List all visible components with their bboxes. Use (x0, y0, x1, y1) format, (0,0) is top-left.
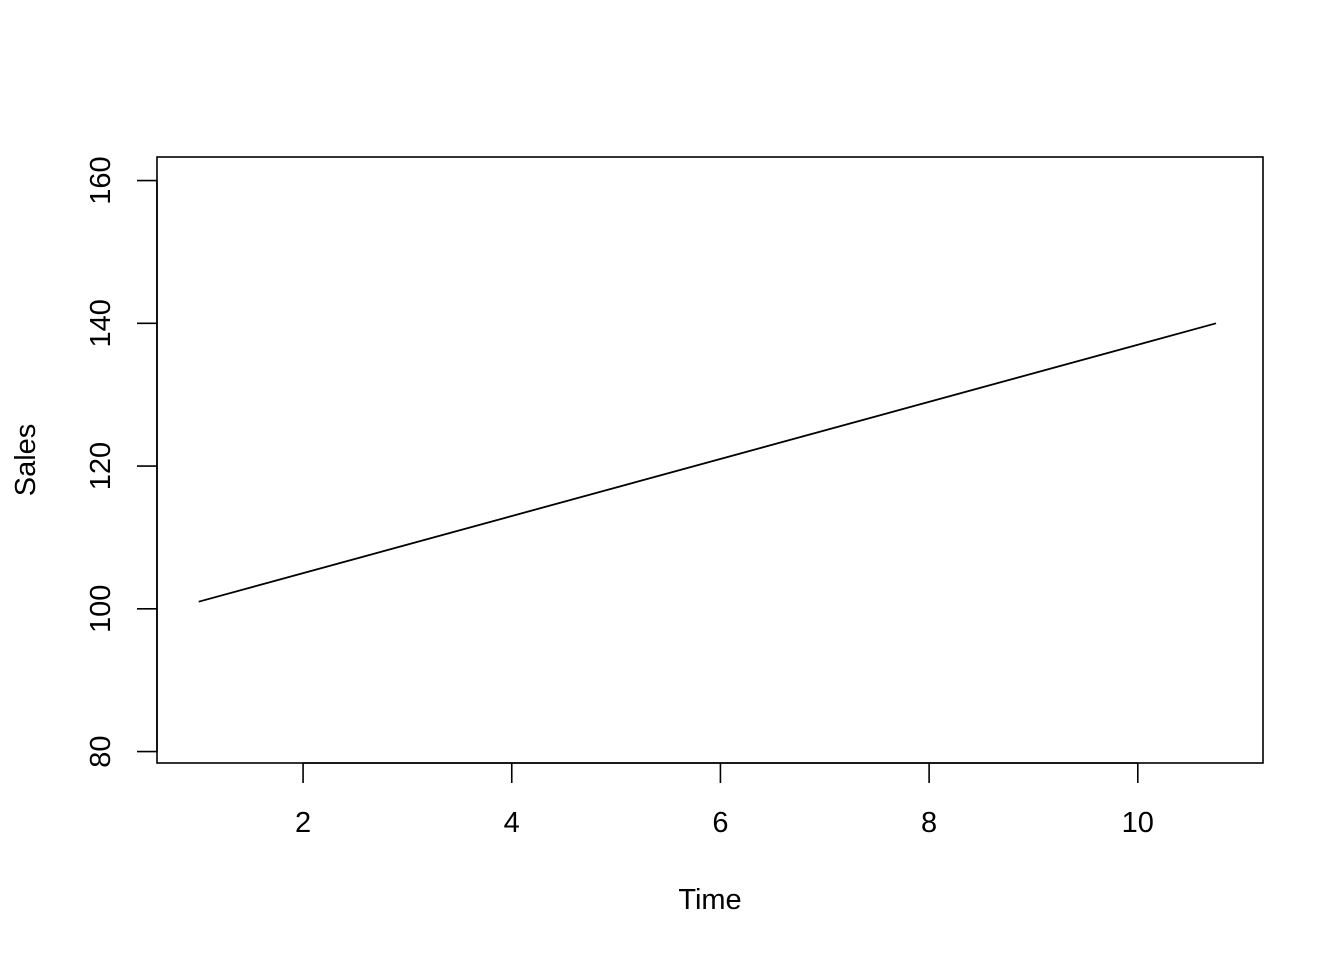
y-tick-label: 80 (85, 735, 117, 767)
plot-frame (156, 156, 1264, 764)
x-axis: 2 4 6 8 10 (295, 762, 1154, 839)
x-tick-label: 8 (921, 807, 937, 839)
y-axis-title: Sales (10, 424, 42, 497)
x-axis-title: Time (678, 884, 741, 916)
y-tick-label: 140 (85, 299, 117, 347)
y-tick-label: 120 (85, 442, 117, 490)
y-tick-label: 100 (85, 585, 117, 633)
x-tick-label: 2 (295, 807, 311, 839)
series-line (198, 322, 1217, 603)
x-tick-label: 4 (504, 807, 520, 839)
x-tick-label: 6 (712, 807, 728, 839)
series-group (198, 322, 1217, 603)
y-tick-label: 160 (85, 156, 117, 204)
y-axis: 80 100 120 140 160 (85, 156, 158, 768)
x-tick-label: 10 (1122, 807, 1154, 839)
